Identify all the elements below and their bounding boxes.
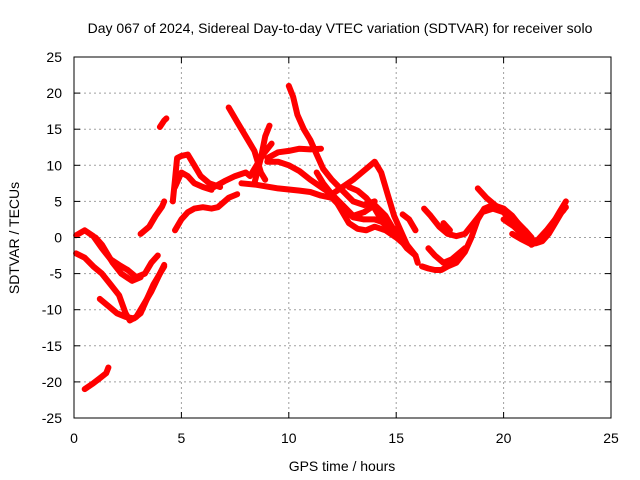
series-line-arc-3 (96, 263, 168, 322)
x-tick-label: 15 (388, 430, 404, 446)
y-axis-label: SDTVAR / TECUs (6, 182, 22, 294)
y-tick-label: 5 (54, 193, 62, 209)
series-line-arc-16 (264, 145, 324, 162)
series-line-arc-6 (137, 198, 168, 237)
series-line-arc-9 (172, 169, 215, 193)
chart-title: Day 067 of 2024, Sidereal Day-to-day VTE… (88, 20, 593, 36)
x-tick-label: 10 (281, 430, 297, 446)
axis-ticks (73, 56, 612, 419)
series-line-arc-7 (156, 115, 170, 130)
series-line-arc-10 (172, 191, 241, 234)
series-line-arc-15 (285, 82, 378, 208)
y-tick-label: -10 (42, 302, 62, 318)
series-line-arc-4 (81, 364, 112, 393)
series-line-arc-8 (169, 151, 224, 205)
series-line-arc-21 (399, 211, 419, 234)
x-tick-label: 5 (178, 430, 186, 446)
y-tick-label: 20 (46, 85, 62, 101)
x-tick-labels: 0 5 10 15 20 25 (70, 430, 619, 446)
y-tick-label: 25 (46, 49, 62, 65)
series-line-arc-1 (73, 227, 161, 281)
x-tick-label: 0 (70, 430, 78, 446)
y-tick-label: 0 (54, 230, 62, 246)
series-line-arc-5 (92, 234, 144, 284)
series-line-arc-28 (509, 207, 567, 247)
series-line-arc-12 (225, 104, 269, 183)
x-axis-label: GPS time / hours (289, 458, 396, 474)
series-line-arc-25 (440, 220, 453, 234)
data-series (73, 82, 569, 393)
y-tick-labels: -25 -20 -15 -10 -5 0 5 10 15 20 25 (42, 49, 62, 426)
series-line-arc-20 (345, 184, 410, 248)
series-line-arc-24 (421, 205, 535, 241)
y-tick-label: -5 (50, 266, 63, 282)
y-tick-label: -15 (42, 338, 62, 354)
y-tick-label: -20 (42, 374, 62, 390)
y-tick-label: -25 (42, 410, 62, 426)
y-tick-label: 10 (46, 157, 62, 173)
series-line-arc-22 (425, 245, 468, 266)
y-tick-label: 15 (46, 121, 62, 137)
series-line-arc-13 (251, 122, 273, 187)
x-tick-label: 20 (496, 430, 512, 446)
x-tick-label: 25 (603, 430, 619, 446)
